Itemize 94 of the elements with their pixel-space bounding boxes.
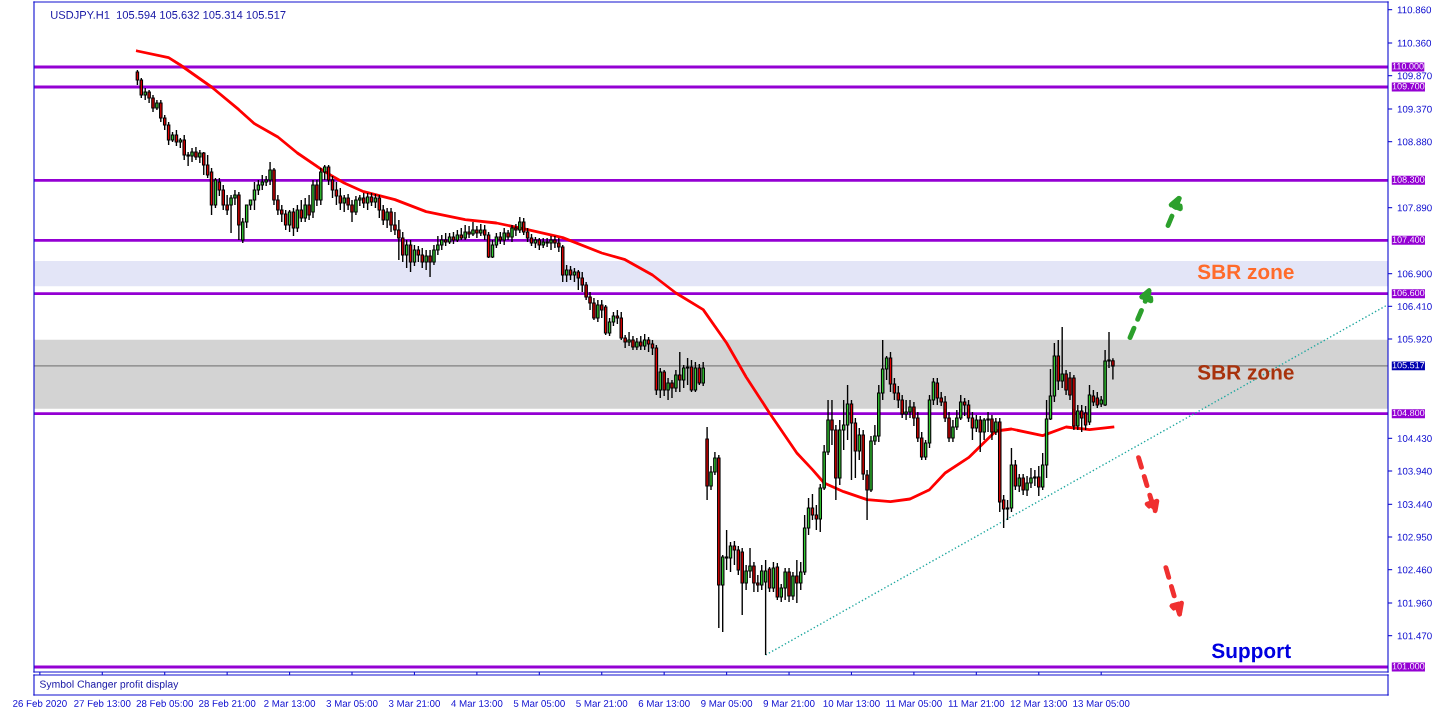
x-tick-label: 28 Feb 05:00 [136, 699, 193, 707]
candlestick [763, 559, 768, 656]
ref-line-label: 110.000 [1392, 63, 1424, 70]
band-label: SBR zone [1197, 264, 1294, 280]
x-tick-label: 9 Mar 05:00 [701, 700, 753, 707]
y-tick-label: 102.950 [1397, 533, 1432, 541]
y-tick-label: 109.870 [1397, 72, 1432, 80]
candlestick [467, 225, 471, 239]
y-tick-label: 110.360 [1397, 39, 1432, 47]
candlestick [295, 204, 300, 233]
y-tick-label: 106.900 [1397, 270, 1432, 278]
y-tick-label: 103.440 [1397, 501, 1432, 508]
candlestick [1037, 465, 1041, 497]
x-tick-label: 28 Feb 21:00 [198, 699, 256, 707]
candlestick [1079, 404, 1084, 433]
candlestick [693, 361, 698, 393]
candlestick [514, 223, 518, 237]
candlestick [678, 351, 682, 393]
y-tick-label: 101.960 [1397, 599, 1432, 607]
line-series [136, 49, 1115, 504]
candlestick [627, 331, 631, 347]
y-tick-label: 107.890 [1397, 204, 1432, 212]
candlestick [377, 194, 382, 219]
text: Symbol Changer profit display [39, 680, 179, 690]
y-tick-label: 108.880 [1397, 138, 1432, 146]
x-tick-label: 11 Mar 21:00 [948, 700, 1005, 707]
candlestick [596, 299, 600, 323]
candlestick [845, 384, 850, 441]
x-tick-label: 6 Mar 13:00 [638, 700, 690, 707]
candlestick [408, 239, 413, 273]
ref-line-label: 105.517 [1392, 361, 1425, 369]
text: USDJPY.H1 105.594 105.632 105.314 105.517 [51, 10, 286, 19]
y-tick-label: 105.920 [1397, 335, 1432, 343]
y-tick-label: 102.460 [1397, 566, 1432, 574]
candlestick [486, 231, 491, 259]
x-tick-label: 4 Mar 13:00 [451, 700, 503, 707]
candlestick [412, 244, 417, 267]
candlestick [1060, 326, 1064, 389]
candlestick [662, 369, 666, 397]
candlestick [545, 237, 549, 248]
ref-line-label: 106.600 [1392, 289, 1425, 297]
candlestick [303, 197, 307, 223]
candlestick [287, 209, 292, 233]
candlestick [849, 399, 854, 481]
candlestick [728, 541, 733, 573]
y-tick-label: 104.430 [1397, 435, 1432, 442]
candlestick [428, 249, 432, 278]
candlestick [795, 559, 799, 604]
x-tick-label: 3 Mar 21:00 [388, 700, 441, 707]
candlestick [549, 235, 553, 251]
candlestick [252, 181, 257, 211]
candlestick [283, 209, 288, 231]
x-tick-label: 5 Mar 05:00 [513, 700, 565, 707]
x-tick-label: 3 Mar 05:00 [326, 700, 378, 707]
candlestick [783, 567, 787, 601]
y-tick-label: 101.470 [1397, 632, 1432, 640]
x-tick-label: 27 Feb 13:00 [74, 699, 131, 707]
y-tick-label: 110.860 [1397, 6, 1432, 14]
y-tick-label: 106.410 [1397, 303, 1432, 310]
x-tick-label: 11 Mar 05:00 [886, 700, 942, 707]
candlestick [978, 415, 983, 453]
candlestick [389, 207, 393, 233]
ref-line-label: 107.400 [1392, 236, 1425, 243]
candlestick [385, 207, 389, 229]
candlestick [166, 121, 171, 146]
x-tick-label: 10 Mar 13:00 [823, 700, 880, 707]
candlestick [576, 269, 581, 291]
x-tick-label: 26 Feb 2020 [13, 699, 67, 707]
y-tick-label: 103.940 [1397, 467, 1432, 475]
candlestick [767, 566, 772, 593]
candlestick [787, 567, 791, 603]
y-tick-label: 109.370 [1397, 105, 1432, 113]
candlestick [420, 247, 425, 269]
candlestick [1033, 469, 1037, 487]
ref-line-label: 108.300 [1392, 176, 1425, 183]
x-tick-label: 5 Mar 21:00 [576, 700, 628, 707]
ref-line-label: 109.700 [1392, 83, 1425, 90]
candlestick [291, 207, 296, 237]
candlestick [701, 361, 705, 387]
x-tick-label: 9 Mar 21:00 [763, 700, 815, 707]
candlestick [1021, 473, 1025, 496]
candlestick [424, 249, 428, 271]
candlestick [990, 414, 994, 441]
x-tick-label: 2 Mar 13:00 [264, 700, 316, 707]
candlestick [404, 239, 409, 269]
x-tick-label: 12 Mar 13:00 [1010, 700, 1068, 707]
candlestick [334, 181, 339, 206]
annotation: Support [1211, 643, 1291, 663]
x-tick-label: 13 Mar 05:00 [1073, 700, 1130, 707]
ref-line-label: 101.000 [1392, 663, 1425, 670]
ref-line-label: 104.800 [1392, 409, 1425, 417]
candlestick [904, 399, 908, 421]
band-label: SBR zone [1197, 365, 1294, 380]
candlestick [229, 194, 233, 234]
